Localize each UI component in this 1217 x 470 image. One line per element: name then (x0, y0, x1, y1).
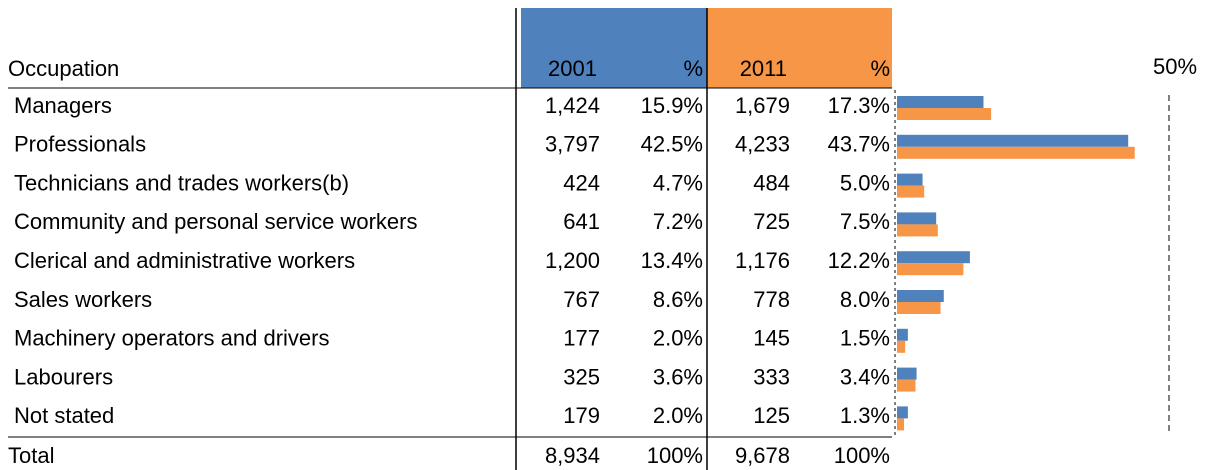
percent: 2.0% (653, 326, 703, 351)
percent: 12.2% (828, 248, 890, 273)
bar (897, 185, 925, 198)
occupation: Not stated (14, 403, 114, 428)
occupation: Technicians and trades workers(b) (14, 170, 349, 195)
bar (897, 96, 984, 108)
count: 4,233 (735, 132, 790, 157)
total-count: 8,934 (545, 443, 600, 468)
occupation: Clerical and administrative workers (14, 248, 355, 273)
count: 325 (563, 364, 600, 389)
bar (897, 406, 908, 419)
percent: 2.0% (653, 403, 703, 428)
percent: 7.2% (653, 209, 703, 234)
occupation: Labourers (14, 364, 113, 389)
total-count: 9,678 (735, 443, 790, 468)
year-header: 2001 (548, 56, 597, 81)
bar (897, 379, 916, 392)
percent: 43.7% (828, 132, 890, 157)
count: 1,200 (545, 248, 600, 273)
bar (897, 367, 917, 380)
bar (897, 340, 906, 353)
total-percent: 100% (647, 443, 703, 468)
percent: 8.0% (840, 287, 890, 312)
count: 3,797 (545, 132, 600, 157)
year-header-bg (707, 8, 892, 88)
percent: 5.0% (840, 170, 890, 195)
x-tick-label: 50% (1153, 54, 1197, 79)
bar (897, 418, 905, 431)
bar (897, 224, 938, 237)
percent: 4.7% (653, 170, 703, 195)
bar (897, 263, 964, 276)
count: 424 (563, 170, 600, 195)
percent-header: % (870, 56, 890, 81)
percent: 3.4% (840, 364, 890, 389)
occupation: Managers (14, 93, 112, 118)
count: 125 (753, 403, 790, 428)
count: 145 (753, 326, 790, 351)
bar (897, 108, 992, 120)
count: 1,679 (735, 93, 790, 118)
total-label: Total (8, 443, 54, 468)
bar (897, 302, 941, 314)
count: 484 (753, 170, 790, 195)
count: 177 (563, 326, 600, 351)
percent: 1.5% (840, 326, 890, 351)
percent: 8.6% (653, 287, 703, 312)
count: 1,176 (735, 248, 790, 273)
occupation: Sales workers (14, 287, 152, 312)
count: 778 (753, 287, 790, 312)
count: 725 (753, 209, 790, 234)
bar (897, 212, 937, 225)
count: 179 (563, 403, 600, 428)
bar (897, 328, 908, 341)
occupation: Professionals (14, 132, 146, 157)
bar (897, 173, 923, 186)
count: 767 (563, 287, 600, 312)
occupation: Machinery operators and drivers (14, 326, 329, 351)
bar (897, 146, 1135, 159)
percent: 17.3% (828, 93, 890, 118)
bar (897, 251, 970, 264)
percent: 7.5% (840, 209, 890, 234)
count: 333 (753, 364, 790, 389)
percent: 3.6% (653, 364, 703, 389)
count: 1,424 (545, 93, 600, 118)
percent: 42.5% (641, 132, 703, 157)
percent: 15.9% (641, 93, 703, 118)
count: 641 (563, 209, 600, 234)
bar (897, 290, 944, 302)
occupation-header: Occupation (8, 56, 119, 81)
year-header: 2011 (740, 56, 787, 81)
total-percent: 100% (834, 443, 890, 468)
percent: 1.3% (840, 403, 890, 428)
year-header-bg (521, 8, 707, 88)
percent: 13.4% (641, 248, 703, 273)
bar (897, 134, 1129, 147)
percent-header: % (683, 56, 703, 81)
occupation: Community and personal service workers (14, 209, 418, 234)
